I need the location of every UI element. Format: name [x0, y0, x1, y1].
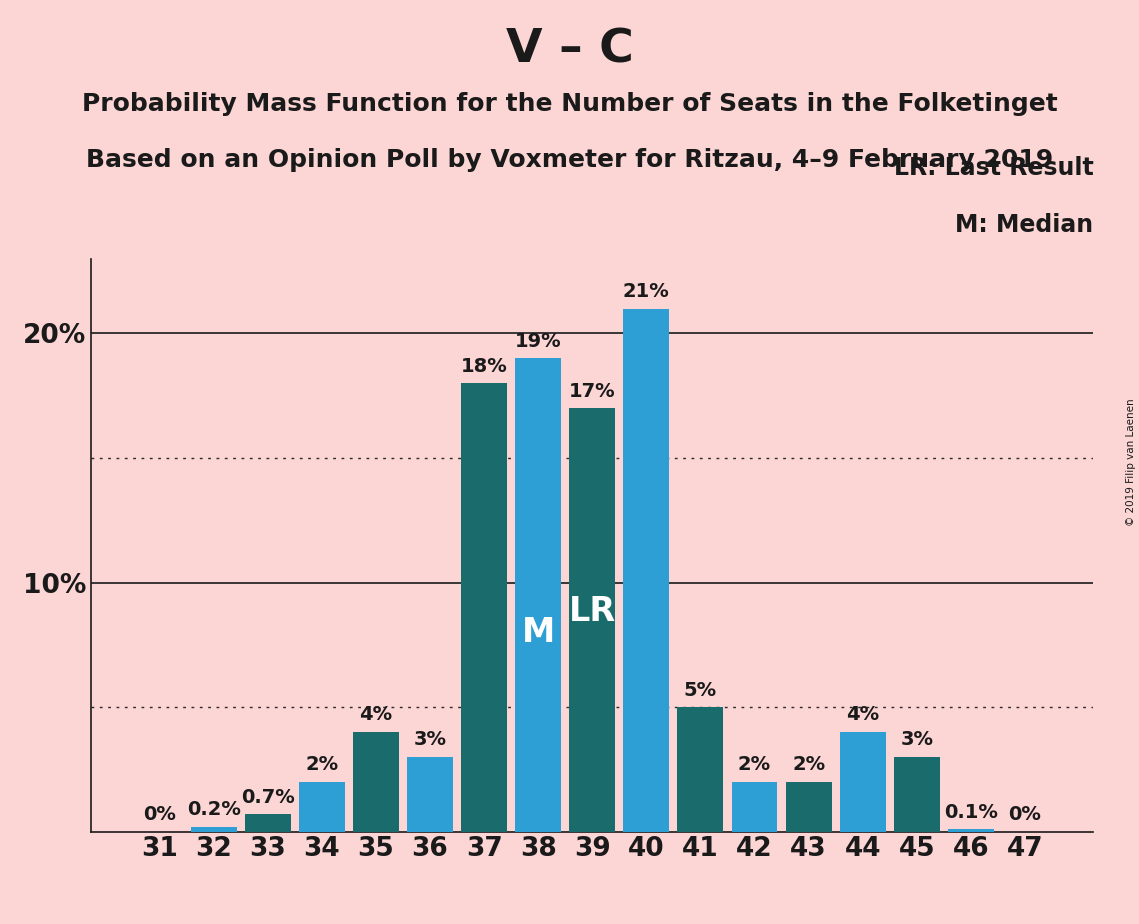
Text: 0.2%: 0.2% [187, 800, 240, 820]
Text: 2%: 2% [792, 755, 825, 774]
Text: 19%: 19% [515, 332, 562, 351]
Text: 5%: 5% [683, 681, 716, 699]
Text: V – C: V – C [506, 28, 633, 73]
Text: Based on an Opinion Poll by Voxmeter for Ritzau, 4–9 February 2019: Based on an Opinion Poll by Voxmeter for… [85, 148, 1054, 172]
Bar [298, 782, 345, 832]
Bar [570, 408, 615, 832]
Text: 3%: 3% [900, 730, 933, 749]
Text: 0.7%: 0.7% [241, 787, 295, 807]
Text: LR: LR [568, 595, 616, 628]
Text: 0%: 0% [144, 805, 177, 824]
Text: 2%: 2% [738, 755, 771, 774]
Text: LR: Last Result: LR: Last Result [894, 155, 1093, 179]
Bar [461, 383, 507, 832]
Text: 18%: 18% [461, 357, 508, 376]
Text: 21%: 21% [623, 282, 670, 301]
Bar [839, 732, 886, 832]
Bar [731, 782, 778, 832]
Bar [678, 707, 723, 832]
Bar [190, 827, 237, 832]
Text: M: Median: M: Median [956, 213, 1093, 237]
Text: 0%: 0% [1008, 805, 1041, 824]
Text: M: M [522, 616, 555, 650]
Bar [245, 814, 290, 832]
Text: 4%: 4% [846, 706, 879, 724]
Bar [353, 732, 399, 832]
Text: 2%: 2% [305, 755, 338, 774]
Bar [894, 757, 940, 832]
Text: © 2019 Filip van Laenen: © 2019 Filip van Laenen [1126, 398, 1136, 526]
Bar [515, 359, 562, 832]
Bar [948, 829, 994, 832]
Text: 0.1%: 0.1% [944, 803, 998, 821]
Text: Probability Mass Function for the Number of Seats in the Folketinget: Probability Mass Function for the Number… [82, 92, 1057, 116]
Bar [786, 782, 831, 832]
Text: 3%: 3% [413, 730, 446, 749]
Bar [623, 309, 670, 832]
Bar [407, 757, 453, 832]
Text: 4%: 4% [360, 706, 393, 724]
Text: 17%: 17% [570, 382, 615, 401]
